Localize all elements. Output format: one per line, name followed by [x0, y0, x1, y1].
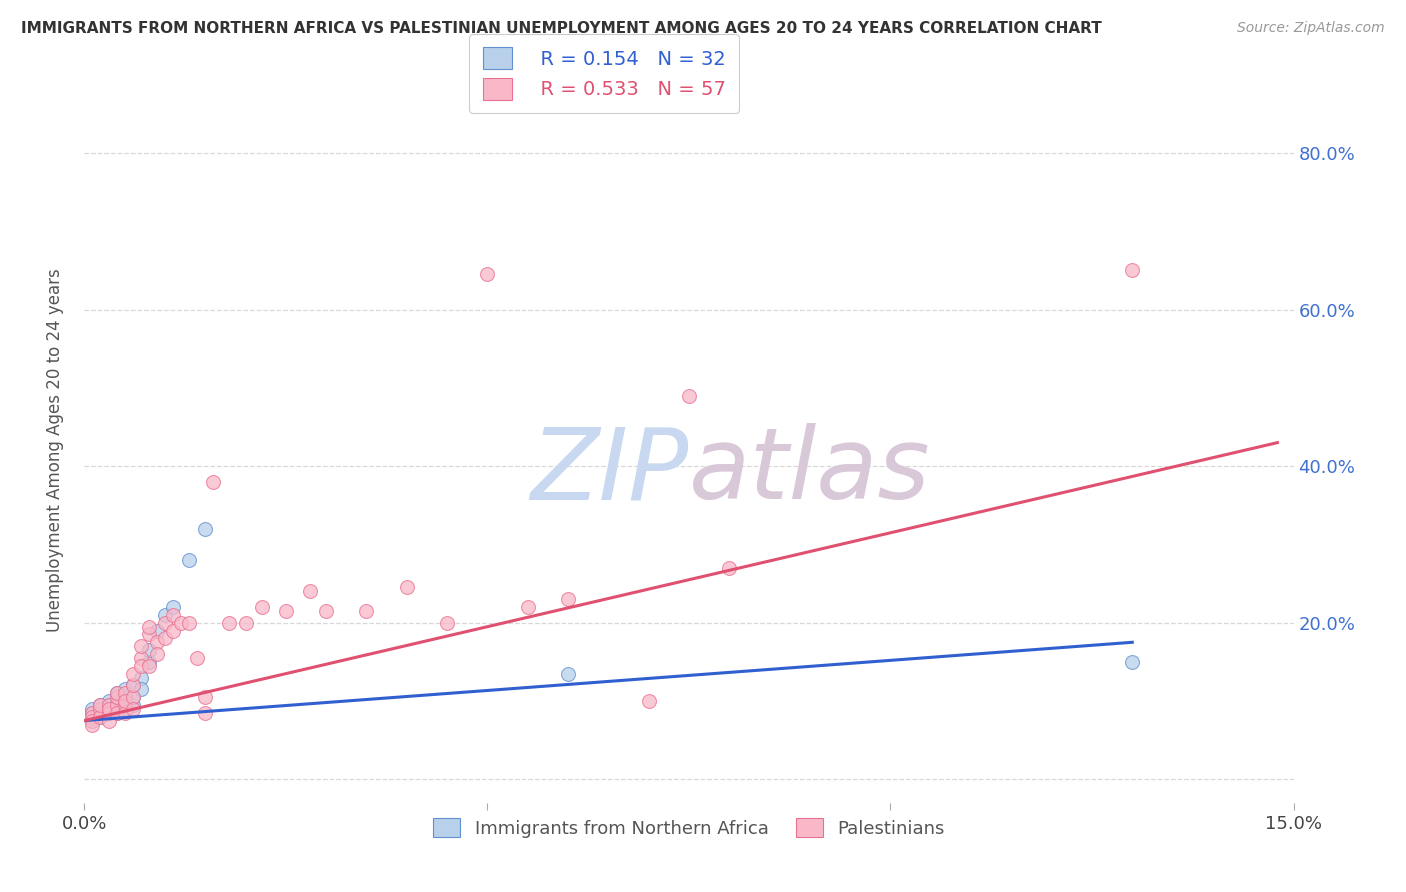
- Point: [105, 690, 128, 705]
- Point: [718, 561, 741, 575]
- Point: [557, 666, 579, 681]
- Legend: Immigrants from Northern Africa, Palestinians: Immigrants from Northern Africa, Palesti…: [425, 809, 953, 847]
- Point: [97, 702, 120, 716]
- Point: [162, 607, 184, 622]
- Point: [105, 698, 128, 712]
- Point: [114, 690, 136, 705]
- Point: [114, 686, 136, 700]
- Point: [179, 615, 201, 630]
- Point: [557, 592, 579, 607]
- Point: [82, 706, 104, 720]
- Point: [146, 624, 169, 638]
- Point: [299, 584, 322, 599]
- Point: [146, 635, 169, 649]
- Text: Source: ZipAtlas.com: Source: ZipAtlas.com: [1237, 21, 1385, 35]
- Point: [82, 709, 104, 723]
- Point: [82, 717, 104, 731]
- Point: [202, 475, 225, 489]
- Point: [186, 651, 208, 665]
- Point: [105, 686, 128, 700]
- Point: [170, 615, 193, 630]
- Point: [194, 706, 217, 720]
- Point: [153, 615, 176, 630]
- Point: [82, 714, 104, 728]
- Point: [121, 702, 143, 716]
- Point: [105, 694, 128, 708]
- Point: [89, 706, 111, 720]
- Point: [356, 604, 378, 618]
- Point: [121, 690, 143, 705]
- Point: [97, 714, 120, 728]
- Point: [274, 604, 297, 618]
- Text: ZIP: ZIP: [530, 423, 689, 520]
- Point: [105, 686, 128, 700]
- Point: [114, 698, 136, 712]
- Point: [82, 706, 104, 720]
- Point: [436, 615, 458, 630]
- Point: [97, 706, 120, 720]
- Point: [82, 714, 104, 728]
- Point: [395, 581, 418, 595]
- Point: [89, 709, 111, 723]
- Point: [138, 655, 160, 669]
- Point: [218, 615, 240, 630]
- Point: [105, 706, 128, 720]
- Point: [315, 604, 337, 618]
- Point: [477, 268, 499, 282]
- Point: [138, 627, 160, 641]
- Point: [194, 690, 217, 705]
- Point: [105, 706, 128, 720]
- Point: [250, 600, 273, 615]
- Text: atlas: atlas: [689, 423, 931, 520]
- Point: [146, 647, 169, 661]
- Point: [97, 694, 120, 708]
- Point: [153, 607, 176, 622]
- Point: [97, 698, 120, 712]
- Point: [637, 694, 659, 708]
- Point: [678, 389, 700, 403]
- Point: [516, 600, 538, 615]
- Point: [114, 706, 136, 720]
- Point: [121, 690, 143, 705]
- Point: [89, 698, 111, 712]
- Point: [121, 678, 143, 692]
- Point: [138, 658, 160, 673]
- Point: [114, 698, 136, 712]
- Point: [97, 706, 120, 720]
- Point: [82, 702, 104, 716]
- Point: [114, 694, 136, 708]
- Point: [162, 624, 184, 638]
- Point: [194, 522, 217, 536]
- Point: [138, 619, 160, 633]
- Point: [89, 709, 111, 723]
- Point: [162, 600, 184, 615]
- Point: [97, 702, 120, 716]
- Point: [1121, 655, 1143, 669]
- Point: [129, 651, 152, 665]
- Point: [89, 698, 111, 712]
- Point: [1121, 263, 1143, 277]
- Text: IMMIGRANTS FROM NORTHERN AFRICA VS PALESTINIAN UNEMPLOYMENT AMONG AGES 20 TO 24 : IMMIGRANTS FROM NORTHERN AFRICA VS PALES…: [21, 21, 1102, 36]
- Point: [129, 671, 152, 685]
- Point: [97, 698, 120, 712]
- Point: [121, 678, 143, 692]
- Point: [138, 643, 160, 657]
- Point: [129, 682, 152, 697]
- Point: [129, 658, 152, 673]
- Point: [179, 553, 201, 567]
- Point: [105, 702, 128, 716]
- Point: [129, 639, 152, 653]
- Point: [114, 682, 136, 697]
- Point: [121, 666, 143, 681]
- Y-axis label: Unemployment Among Ages 20 to 24 years: Unemployment Among Ages 20 to 24 years: [45, 268, 63, 632]
- Point: [235, 615, 257, 630]
- Point: [121, 698, 143, 712]
- Point: [114, 702, 136, 716]
- Point: [153, 632, 176, 646]
- Point: [89, 702, 111, 716]
